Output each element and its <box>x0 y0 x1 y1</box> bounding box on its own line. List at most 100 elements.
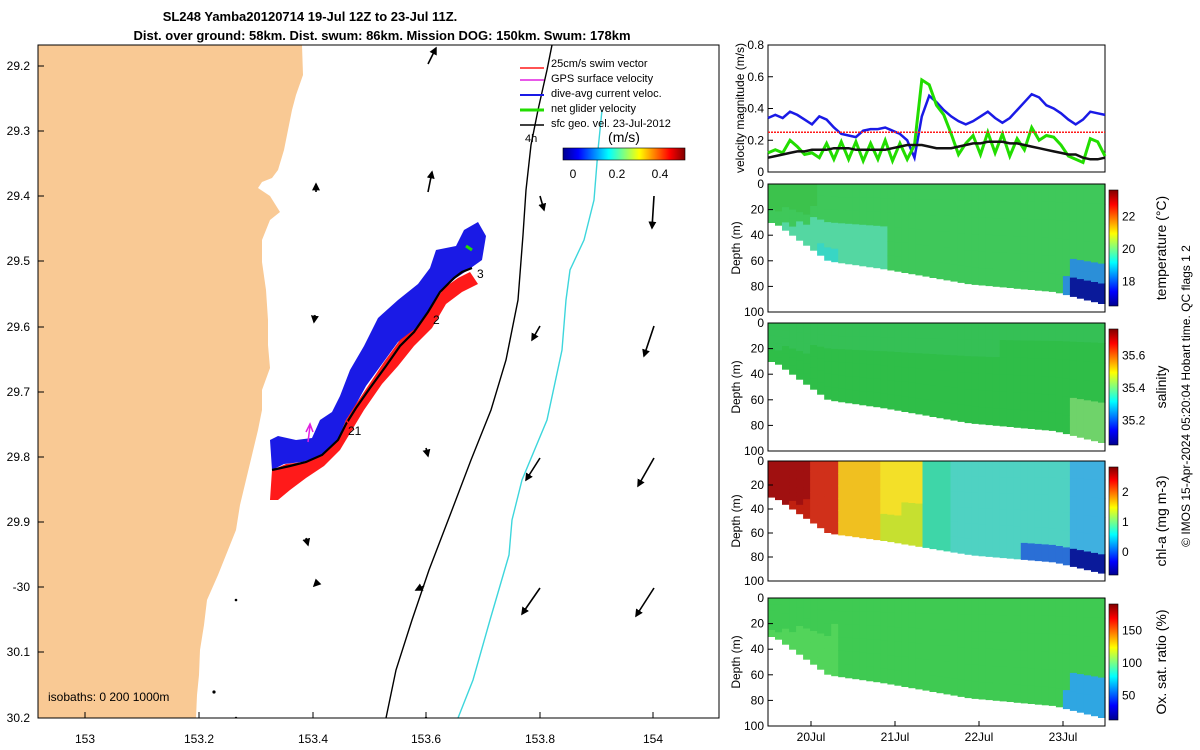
section-cell <box>796 212 804 222</box>
section-cell <box>789 340 797 350</box>
section-cell <box>1041 184 1050 203</box>
section-cell <box>810 184 818 196</box>
section-colorbar-label: Ox. sat. ratio (%) <box>1153 609 1169 714</box>
velocity-panel: 0 0.2 0.4 0.6 0.8 velocity magnitude (m/s) <box>733 38 1107 179</box>
section-cell <box>1062 530 1071 548</box>
section-cell <box>866 378 874 393</box>
section-cell <box>1013 323 1022 341</box>
section-cell <box>1041 201 1050 221</box>
section-cell <box>873 461 881 475</box>
section-cell <box>782 184 790 193</box>
section-cell <box>894 474 902 489</box>
map-x-tick-label: 154 <box>643 732 663 746</box>
section-cell <box>1076 260 1085 280</box>
section-cell <box>852 184 860 198</box>
section-cell <box>985 524 994 541</box>
section-cell <box>1048 633 1057 653</box>
section-cell <box>1013 392 1022 411</box>
section-cell <box>810 378 818 390</box>
section-cell <box>887 641 895 656</box>
section-cell <box>922 338 931 355</box>
section-cell <box>1091 282 1099 303</box>
section-cell <box>796 332 804 343</box>
section-cell <box>789 485 797 494</box>
section-cell <box>922 384 931 401</box>
section-cell <box>1006 340 1015 358</box>
section-cell <box>1076 674 1085 694</box>
section-cell <box>1062 690 1071 710</box>
section-cell <box>922 399 931 416</box>
section-cell <box>999 666 1008 685</box>
section-cell <box>1062 495 1071 514</box>
section-cell <box>838 375 846 390</box>
section-cell <box>1083 533 1092 553</box>
section-cell <box>1062 616 1071 636</box>
section-cell <box>992 357 1001 375</box>
section-cell <box>1027 461 1036 479</box>
section-cell <box>782 461 790 469</box>
section-cell <box>1034 651 1043 670</box>
section-cell <box>915 338 923 354</box>
section-cell <box>1034 668 1043 687</box>
section-cell <box>817 645 825 658</box>
section-cell <box>810 653 818 665</box>
section-cell <box>957 476 966 493</box>
section-cell <box>887 323 895 338</box>
section-frame <box>767 183 1106 313</box>
section-cell <box>999 201 1008 219</box>
section-cell <box>1027 493 1036 511</box>
section-cell <box>1098 184 1106 205</box>
section-cell <box>1027 526 1036 544</box>
section-cell <box>845 210 853 225</box>
section-cell <box>817 184 825 197</box>
section-cell <box>957 265 966 283</box>
section-cell <box>810 502 818 514</box>
section-cell <box>824 184 832 198</box>
section-cell <box>999 184 1008 202</box>
isobath-1000m <box>457 109 603 718</box>
depth-tick-label: 0 <box>757 454 764 468</box>
section-cell <box>929 675 938 692</box>
section-cell <box>1013 253 1022 272</box>
section-cell <box>1013 509 1022 527</box>
section-cell <box>1055 652 1064 672</box>
section-cell <box>859 336 867 351</box>
section-cell <box>803 628 811 640</box>
section-cell <box>1083 222 1092 243</box>
section-cell <box>1083 636 1092 657</box>
section-cell <box>1048 273 1057 292</box>
section-cell <box>950 355 959 373</box>
section-cell <box>782 613 790 622</box>
section-cell <box>866 364 874 379</box>
section-cell <box>1048 494 1057 512</box>
section-cell <box>1076 461 1085 480</box>
section-cell <box>908 489 916 504</box>
section-cell <box>831 461 839 474</box>
section-cell <box>775 467 783 475</box>
map-y-tick-label: -30 <box>13 580 31 594</box>
section-cell <box>1083 675 1092 696</box>
section-cell <box>775 204 783 212</box>
section-cell <box>880 240 888 256</box>
depth-tick-label: 60 <box>751 254 765 268</box>
section-cell <box>1048 651 1057 671</box>
geo-arrow <box>521 587 541 616</box>
section-cell <box>1048 323 1057 342</box>
section-cell <box>978 524 987 541</box>
section-colorbar-label: chl-a (mg m-3) <box>1153 475 1169 566</box>
section-cell <box>1083 184 1092 204</box>
section-cell <box>929 354 938 371</box>
section-cell <box>936 534 945 551</box>
section-cell <box>922 369 931 385</box>
section-cell <box>880 365 888 381</box>
section-cell <box>936 184 945 201</box>
section-cell <box>922 628 931 645</box>
map-y-tick-label: 29.7 <box>7 385 31 399</box>
section-cell <box>859 512 867 526</box>
section-cell <box>943 598 952 615</box>
section-cell <box>789 365 797 375</box>
velocity-y-tick-label: 0.4 <box>747 102 764 116</box>
section-cell <box>1098 657 1106 679</box>
section-cell <box>964 476 973 493</box>
